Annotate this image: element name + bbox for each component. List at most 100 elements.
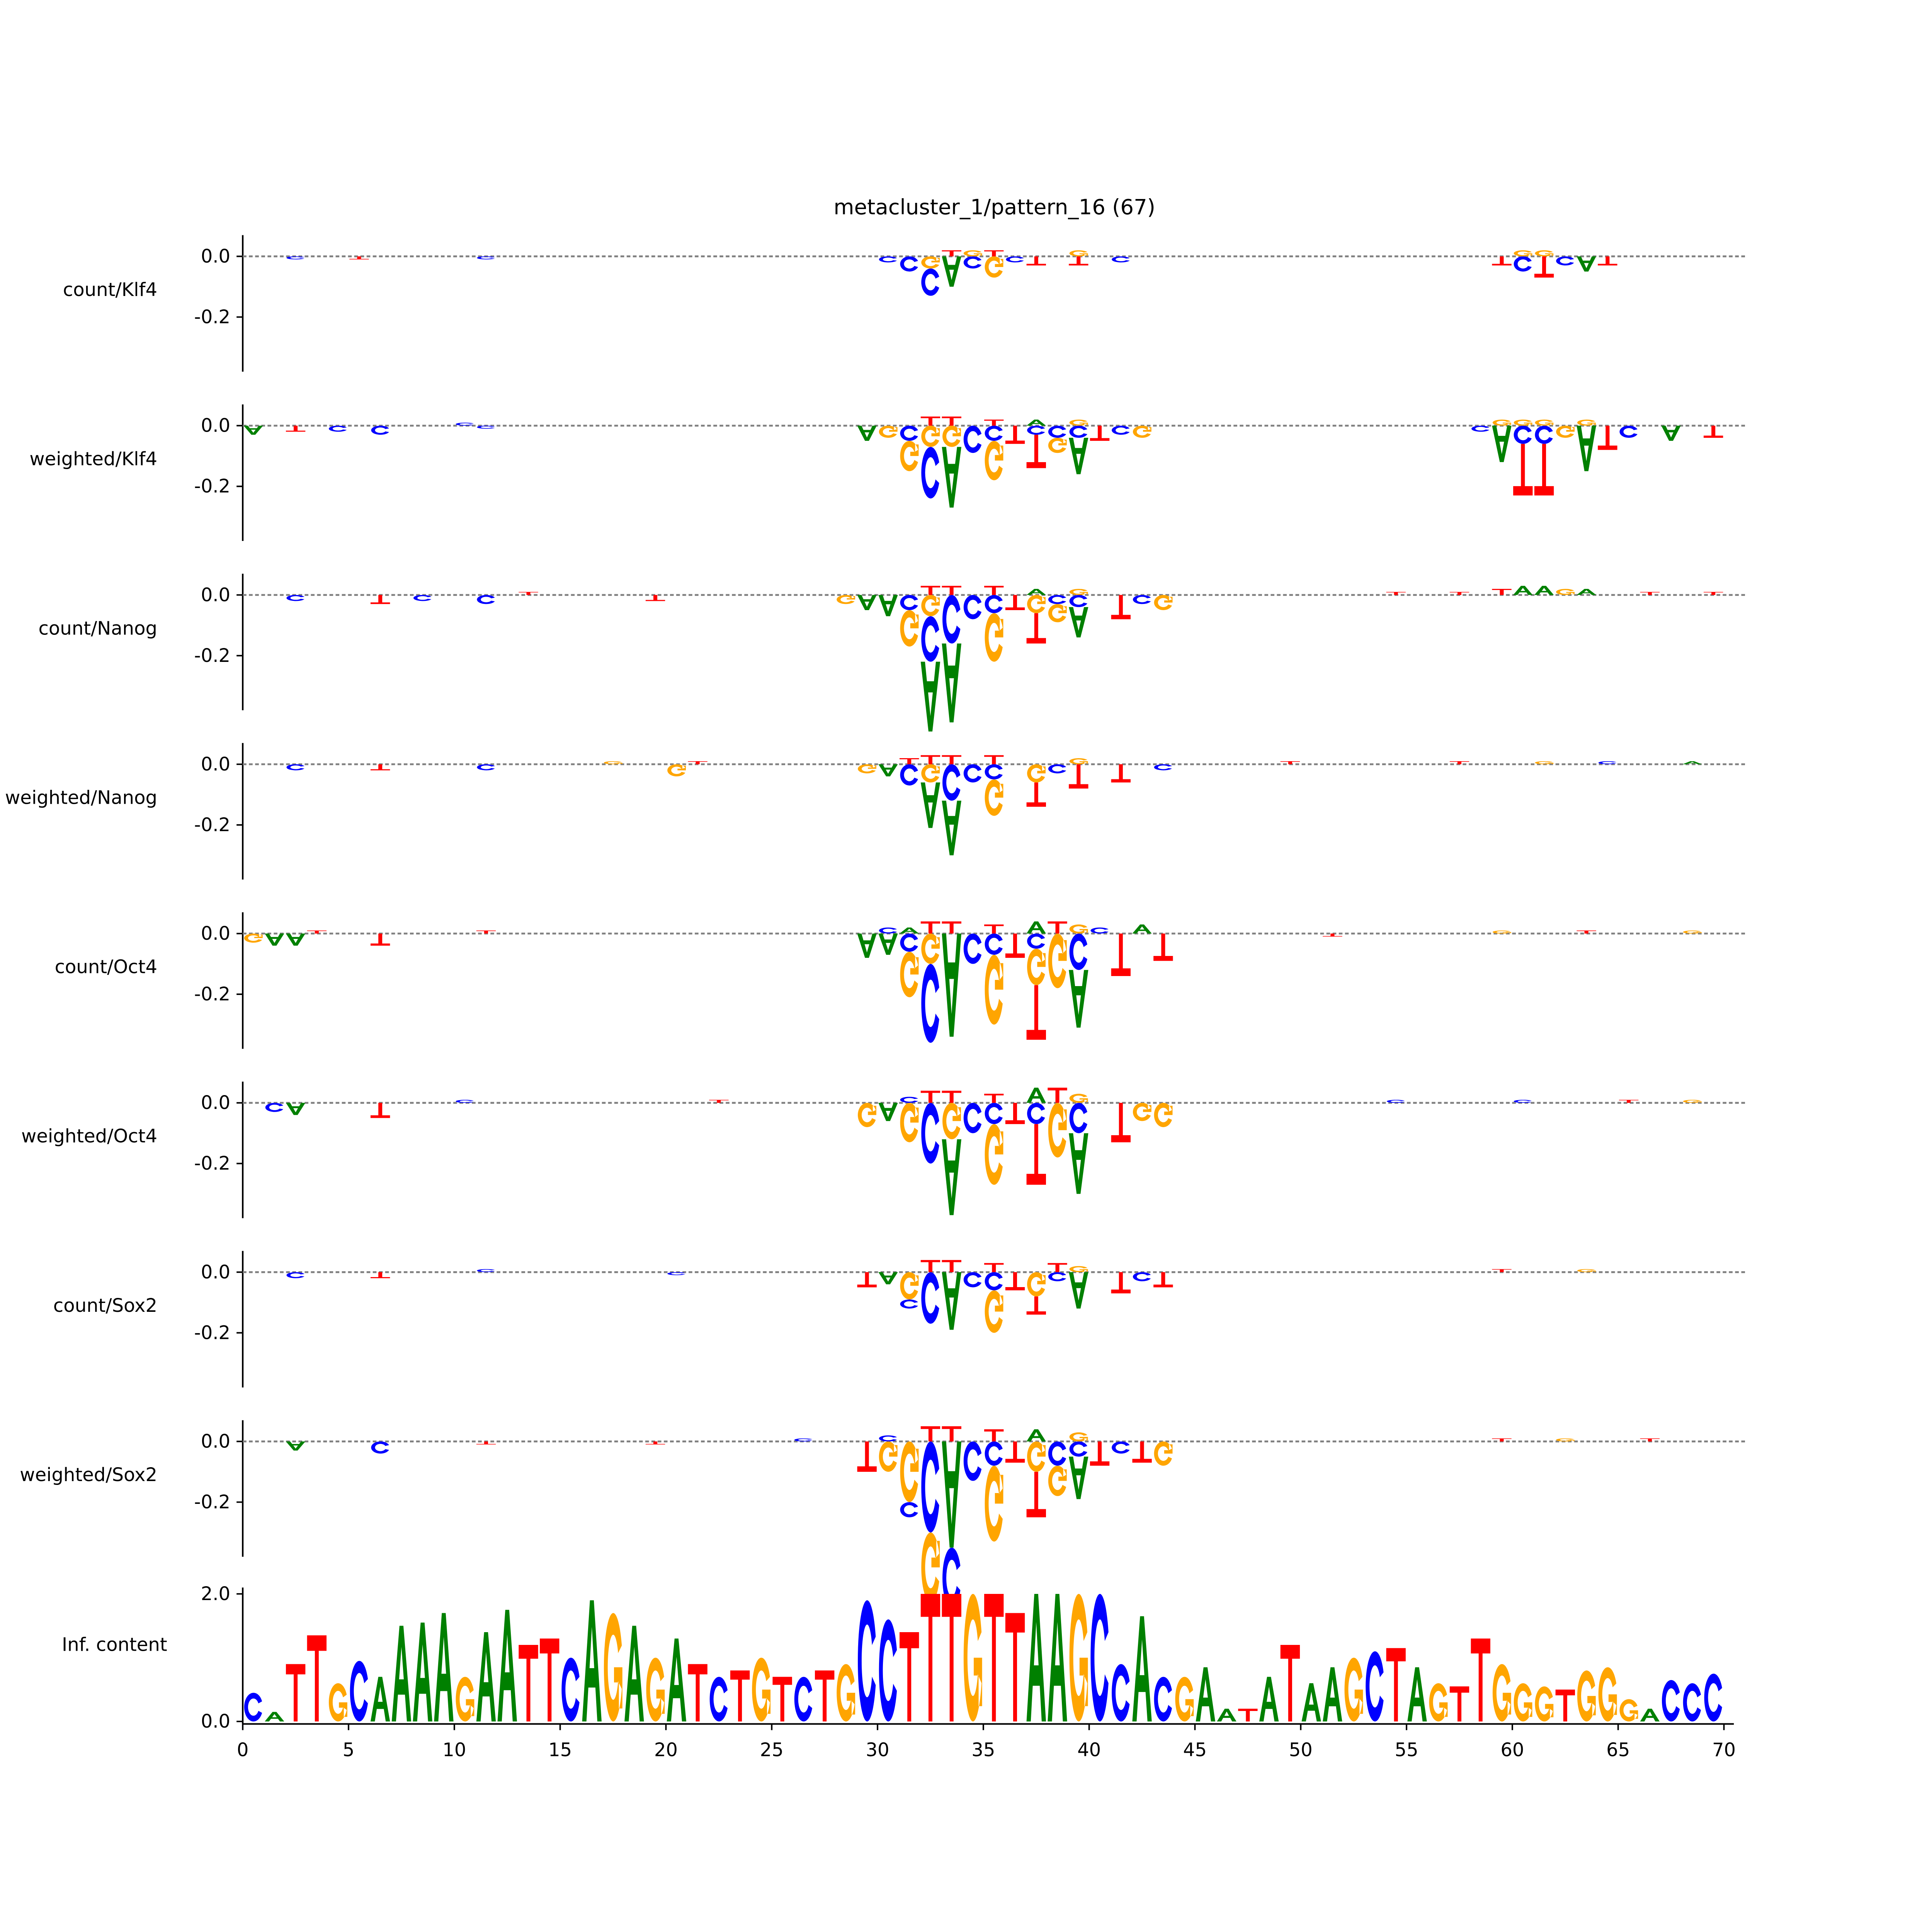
logo-letter-T — [900, 758, 919, 764]
logo-letter-A — [243, 425, 263, 435]
logo-letter-G — [1069, 1094, 1088, 1103]
logo-letter-C — [985, 934, 1003, 955]
logo-letter-C — [456, 422, 474, 426]
logo-letter-C — [963, 1272, 982, 1287]
logo-letter-T — [1153, 1272, 1173, 1287]
logo-letter-A — [286, 934, 306, 946]
logo-letter-T — [370, 764, 390, 770]
logo-letter-G — [985, 779, 1003, 816]
logo-letter-A — [1069, 1456, 1088, 1499]
logo-letter-C — [1514, 256, 1532, 272]
info-letter-G — [1069, 1594, 1088, 1722]
logo-letter-T — [857, 1441, 877, 1472]
logo-letter-G — [921, 934, 940, 964]
logo-letter-G — [879, 1441, 898, 1472]
logo-letter-C — [1090, 927, 1109, 934]
logo-letter-T — [1005, 595, 1025, 611]
logo-letter-A — [1132, 924, 1152, 934]
logo-letter-T — [1492, 1438, 1512, 1442]
info-letter-A — [582, 1600, 602, 1722]
info-letter-C — [1112, 1664, 1130, 1722]
logo-letter-T — [984, 250, 1004, 257]
logo-letter-C — [985, 764, 1003, 780]
logo-letter-T — [1069, 764, 1088, 789]
logo-letter-C — [900, 425, 918, 441]
logo-letter-A — [857, 595, 877, 611]
logo-letter-C — [265, 1103, 284, 1112]
logo-letter-A — [878, 934, 898, 955]
logo-letter-G — [900, 610, 919, 647]
logo-letter-T — [1598, 256, 1617, 266]
track-label: count/Klf4 — [63, 279, 157, 301]
logo-letter-A — [1069, 607, 1088, 638]
logo-letter-C — [985, 1441, 1003, 1466]
logo-letter-T — [1026, 613, 1046, 644]
logo-letter-A — [920, 662, 940, 732]
logo-letter-G — [1514, 250, 1532, 257]
logo-letter-C — [921, 964, 939, 1043]
logo-letter-T — [1111, 595, 1131, 619]
info-letter-G — [1535, 1686, 1554, 1722]
logo-letter-C — [921, 1272, 939, 1324]
logo-letter-T — [1005, 1272, 1025, 1291]
logo-letter-A — [1069, 970, 1088, 1028]
info-letter-C — [1662, 1680, 1680, 1722]
logo-letter-C — [921, 447, 939, 499]
logo-letter-G — [1069, 419, 1088, 426]
logo-letter-T — [1090, 425, 1110, 441]
info-letter-A — [1132, 1616, 1152, 1722]
info-letter-C — [858, 1600, 876, 1722]
logo-letter-A — [942, 1139, 961, 1215]
logo-letter-C — [413, 595, 432, 601]
logo-letter-A — [1534, 586, 1554, 595]
logo-letter-C — [900, 256, 918, 272]
info-letter-C — [794, 1677, 813, 1722]
logo-letter-G — [604, 761, 622, 764]
logo-letter-G — [985, 440, 1003, 480]
logo-letter-G — [921, 1532, 940, 1602]
logo-letter-T — [1005, 934, 1025, 958]
chart-title: metacluster_1/pattern_16 (67) — [833, 194, 1155, 219]
info-letter-C — [879, 1619, 897, 1722]
logo-letter-C — [963, 764, 982, 782]
logo-letter-T — [984, 419, 1004, 426]
info-letter-C — [1090, 1594, 1109, 1722]
track-label: weighted/Klf4 — [29, 448, 157, 470]
logo-letter-T — [920, 417, 940, 426]
logo-letter-C — [1535, 425, 1553, 444]
track-label: count/Sox2 — [53, 1295, 157, 1316]
logo-letter-C — [921, 1441, 939, 1533]
info-letter-A — [1407, 1667, 1427, 1722]
logo-letter-T — [920, 1090, 940, 1103]
logo-letter-G — [1027, 595, 1046, 613]
logo-letter-G — [1048, 1466, 1067, 1496]
logo-letter-G — [1133, 425, 1151, 438]
logo-letter-C — [1027, 425, 1045, 435]
logo-letter-A — [1661, 425, 1681, 441]
info-letter-T — [984, 1594, 1004, 1722]
info-letter-A — [1301, 1683, 1321, 1722]
logo-letter-T — [1619, 1100, 1639, 1103]
info-letter-A — [1217, 1709, 1236, 1722]
logo-letter-C — [1133, 595, 1151, 604]
logo-letter-C — [1514, 1100, 1532, 1103]
logo-letter-T — [1005, 1103, 1025, 1124]
info-letter-G — [456, 1677, 474, 1722]
info-letter-G — [752, 1658, 771, 1722]
x-tick-label: 5 — [343, 1739, 355, 1761]
info-letter-G — [1175, 1677, 1194, 1722]
logo-letter-C — [985, 425, 1003, 441]
info-letter-A — [476, 1632, 496, 1722]
logo-letter-A — [942, 256, 961, 287]
y-tick-label: -0.2 — [194, 1322, 230, 1344]
logo-letter-C — [900, 1502, 918, 1517]
logo-letter-A — [1492, 425, 1512, 462]
logo-letter-G — [1069, 1266, 1088, 1272]
logo-letter-C — [985, 1103, 1003, 1124]
info-letter-A — [1026, 1594, 1046, 1722]
logo-letter-G — [858, 1103, 876, 1127]
info-letter-T — [519, 1645, 538, 1722]
logo-letter-C — [286, 1272, 304, 1279]
logo-letter-T — [1492, 589, 1512, 595]
logo-letter-G — [900, 952, 919, 997]
